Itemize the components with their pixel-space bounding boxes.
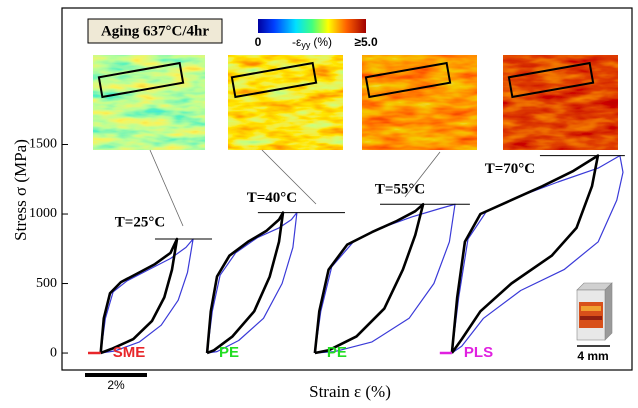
- y-tick-label: 0: [50, 345, 57, 360]
- stress-strain-curve: [452, 156, 598, 353]
- colorbar-label-unit: (%): [313, 35, 332, 49]
- mode-label: PE: [327, 344, 347, 361]
- chart: Aging 637°C/4hr 0 -εyy(%) ≥5.0 4 mm Stre…: [0, 0, 638, 408]
- specimen-icon: [577, 283, 612, 346]
- stress-strain-curve: [101, 239, 193, 353]
- specimen-label: 4 mm: [577, 349, 608, 363]
- y-tick-label: 1500: [29, 137, 57, 152]
- y-tick-label: 1000: [29, 206, 57, 221]
- colorbar-min: 0: [255, 35, 262, 49]
- scale-bar-label: 2%: [107, 378, 125, 392]
- colorbar: [258, 19, 366, 33]
- temperature-label: T=70°C: [485, 161, 535, 177]
- temperature-label: T=25°C: [115, 214, 165, 230]
- colorbar-max: ≥5.0: [354, 35, 378, 49]
- stress-strain-curve: [315, 204, 423, 353]
- strain-map: [228, 55, 343, 150]
- annotation: Aging 637°C/4hr: [101, 23, 209, 39]
- strain-map: [503, 55, 618, 150]
- temperature-label: T=40°C: [247, 190, 297, 206]
- strain-map: [362, 55, 477, 150]
- strain-maps: [93, 55, 618, 226]
- temperature-label: T=55°C: [375, 182, 425, 198]
- x-axis-label: Strain ε (%): [309, 382, 391, 401]
- colorbar-label: -εyy(%): [292, 35, 332, 50]
- mode-label: PE: [219, 344, 239, 361]
- y-axis-label: Stress σ (MPa): [11, 139, 30, 241]
- colorbar-label-sub: yy: [301, 40, 311, 50]
- mode-label: SME: [113, 344, 146, 361]
- y-tick-label: 500: [36, 276, 57, 291]
- mode-label: PLS: [464, 344, 493, 361]
- stress-strain-curve: [207, 213, 297, 353]
